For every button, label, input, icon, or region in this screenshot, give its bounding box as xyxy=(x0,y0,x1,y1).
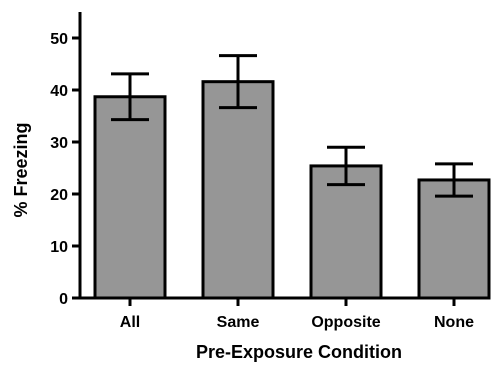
y-tick-label: 30 xyxy=(50,135,68,152)
bar-none xyxy=(417,178,491,300)
error-bar-all xyxy=(111,72,149,122)
error-bar-none xyxy=(435,162,473,198)
bar-opposite xyxy=(309,164,383,300)
x-tick-label-none: None xyxy=(434,314,474,331)
error-bar-same xyxy=(219,54,257,110)
axes-layer xyxy=(78,12,488,300)
error-bar-opposite xyxy=(327,145,365,187)
bar-same xyxy=(201,80,275,300)
y-tick-label: 40 xyxy=(50,83,68,100)
y-ticks: 0 10 20 30 40 50 xyxy=(50,31,80,308)
y-tick-label: 50 xyxy=(50,31,68,48)
y-axis-title: % Freezing xyxy=(11,122,31,217)
x-tick-label-opposite: Opposite xyxy=(311,314,380,331)
x-axis-title: Pre-Exposure Condition xyxy=(196,342,402,362)
x-tick-label-same: Same xyxy=(217,314,260,331)
y-tick-label: 10 xyxy=(50,239,68,256)
y-tick-label: 20 xyxy=(50,187,68,204)
bar-all xyxy=(93,95,167,300)
x-tick-label-all: All xyxy=(120,314,140,331)
x-ticks: All Same Opposite None xyxy=(120,298,474,331)
bars-layer xyxy=(93,80,491,300)
y-tick-label: 0 xyxy=(59,291,68,308)
error-bars-layer xyxy=(111,54,473,198)
